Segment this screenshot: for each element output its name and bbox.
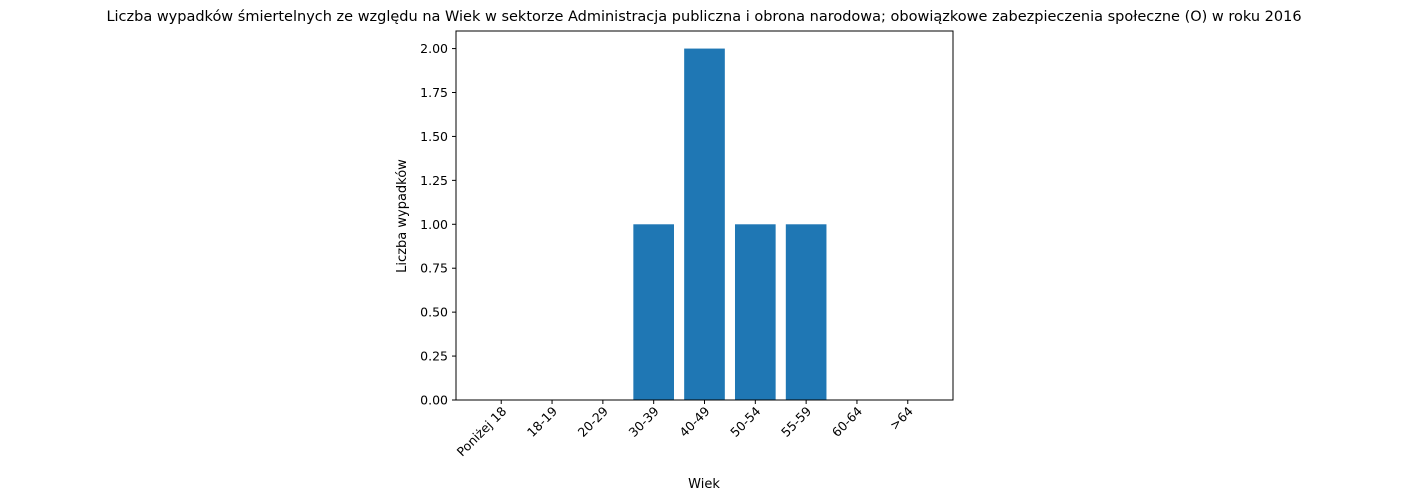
x-axis-label: Wiek (688, 477, 720, 492)
y-tick-label-2: 0.50 (420, 305, 448, 320)
y-tick-label-6: 1.50 (420, 129, 448, 144)
x-tick-label-7: 60-64 (829, 403, 865, 439)
y-tick-label-5: 1.25 (420, 173, 448, 188)
y-tick-label-8: 2.00 (420, 41, 448, 56)
x-tick-label-8: >64 (887, 403, 916, 432)
x-tick-label-1: 18-19 (524, 403, 560, 439)
bar-3 (633, 224, 674, 400)
y-tick-label-7: 1.75 (420, 85, 448, 100)
bar-5 (734, 224, 776, 400)
bar-4 (684, 48, 725, 400)
y-tick-label-0: 0.00 (420, 393, 448, 408)
x-tick-label-4: 40-49 (676, 403, 712, 439)
bars-group (633, 48, 827, 400)
x-tick-label-6: 55-59 (778, 403, 814, 439)
y-tick-label-3: 0.75 (420, 261, 448, 276)
x-tick-label-0: Poniżej 18 (454, 403, 510, 459)
y-tick-label-1: 0.25 (420, 349, 448, 364)
plot-frame (455, 30, 954, 401)
y-tick-label-4: 1.00 (420, 217, 448, 232)
bar-6 (785, 224, 827, 400)
y-axis-label: Liczba wypadków (395, 159, 410, 273)
x-tick-label-2: 20-29 (575, 403, 611, 439)
chart-title: Liczba wypadków śmiertelnych ze względu … (106, 9, 1301, 25)
x-axis: Poniżej 18 18-19 20-29 30-39 40-49 50-54 55-59… (454, 400, 916, 459)
y-axis: 0.00 0.25 0.50 0.75 1.00 1.25 1.50 1.75 2.00 (420, 41, 456, 408)
x-tick-label-3: 30-39 (626, 403, 662, 439)
x-tick-label-5: 50-54 (727, 403, 763, 439)
